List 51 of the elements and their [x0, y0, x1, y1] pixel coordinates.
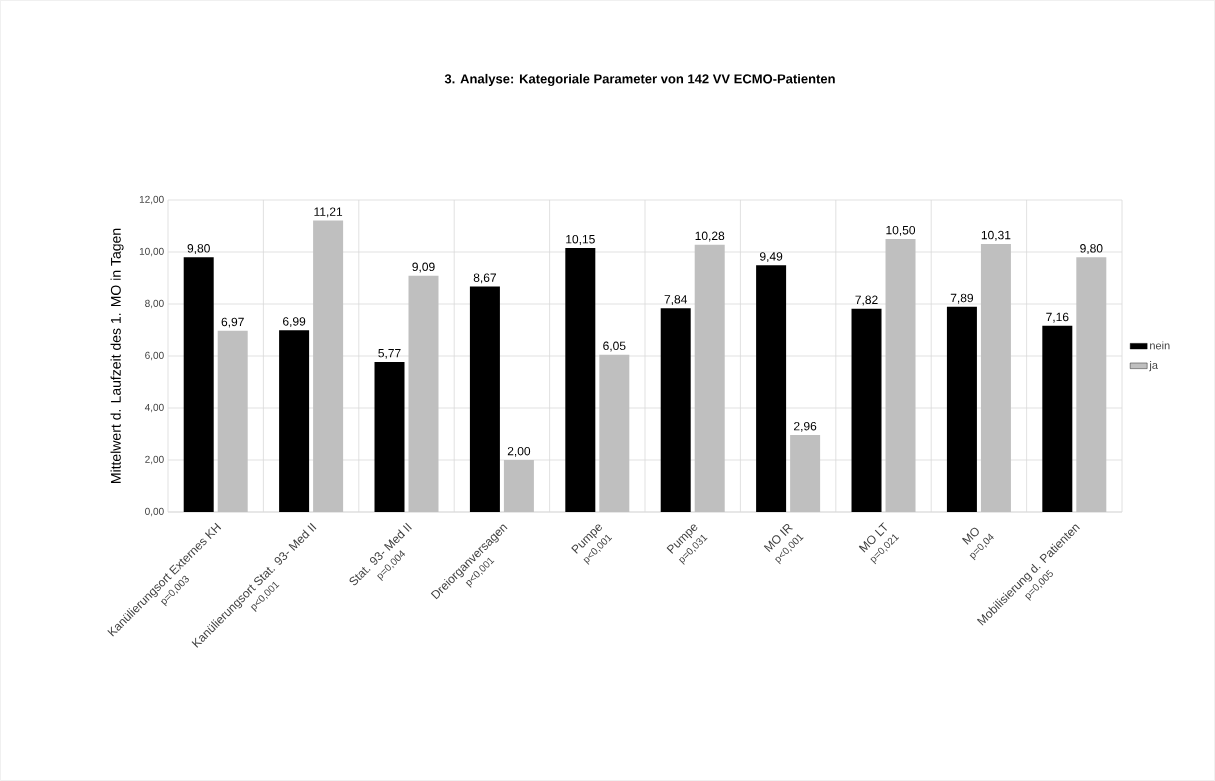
data-label: 5,77: [378, 348, 401, 359]
bar: [851, 308, 882, 512]
data-label: 8,67: [473, 273, 496, 284]
data-label: 6,99: [283, 317, 306, 328]
bar: [980, 243, 1011, 512]
data-label: 10,28: [695, 231, 725, 242]
data-label: 11,21: [314, 207, 343, 218]
bar: [660, 308, 691, 512]
bar: [599, 354, 630, 512]
data-label: 7,84: [664, 295, 688, 305]
bar: [790, 435, 821, 512]
bar: [1076, 257, 1107, 512]
data-label: 10,31: [981, 230, 1011, 241]
bar: [313, 220, 344, 512]
y-tick-label: 2,00: [145, 455, 164, 465]
bar: [408, 275, 439, 512]
data-label: 6,97: [221, 317, 244, 328]
bar: [694, 244, 725, 512]
y-tick-label: 8,00: [145, 299, 164, 309]
bar: [946, 306, 977, 512]
y-tick-label: 10,00: [139, 247, 164, 257]
data-label: 6,05: [603, 341, 626, 352]
data-label: 7,82: [855, 295, 878, 306]
bar: [279, 330, 310, 512]
bar: [1042, 325, 1073, 512]
y-tick-label: 12,00: [139, 195, 164, 205]
data-label: 9,80: [1080, 244, 1103, 254]
data-label: 2,00: [507, 446, 531, 457]
y-axis-title: Mittelwert d. Laufzeit des 1. MO in Tagen: [110, 228, 124, 483]
data-label: 9,09: [412, 262, 435, 273]
bar: [885, 239, 916, 512]
y-tick-label: 0,00: [145, 507, 164, 517]
legend-label: nein: [1150, 341, 1170, 350]
y-tick-label: 6,00: [145, 351, 164, 361]
bar: [374, 361, 405, 512]
data-label: 9,49: [760, 252, 783, 263]
bar: [469, 286, 500, 512]
data-label: 10,50: [886, 225, 916, 236]
legend-label: ja: [1149, 360, 1158, 372]
bar: [217, 330, 248, 512]
bar: [183, 257, 214, 512]
data-label: 7,16: [1046, 312, 1069, 323]
data-label: 9,80: [187, 244, 210, 254]
bar: [565, 248, 596, 512]
y-tick-label: 4,00: [144, 403, 164, 413]
bar: [503, 460, 534, 512]
data-label: 7,89: [950, 293, 974, 304]
data-label: 2,96: [794, 421, 817, 432]
data-label: 10,15: [566, 234, 595, 245]
chart-title: 3. Analyse: Kategoriale Parameter von 142 VV ECMO-Patienten: [444, 73, 835, 87]
bar: [756, 265, 787, 512]
